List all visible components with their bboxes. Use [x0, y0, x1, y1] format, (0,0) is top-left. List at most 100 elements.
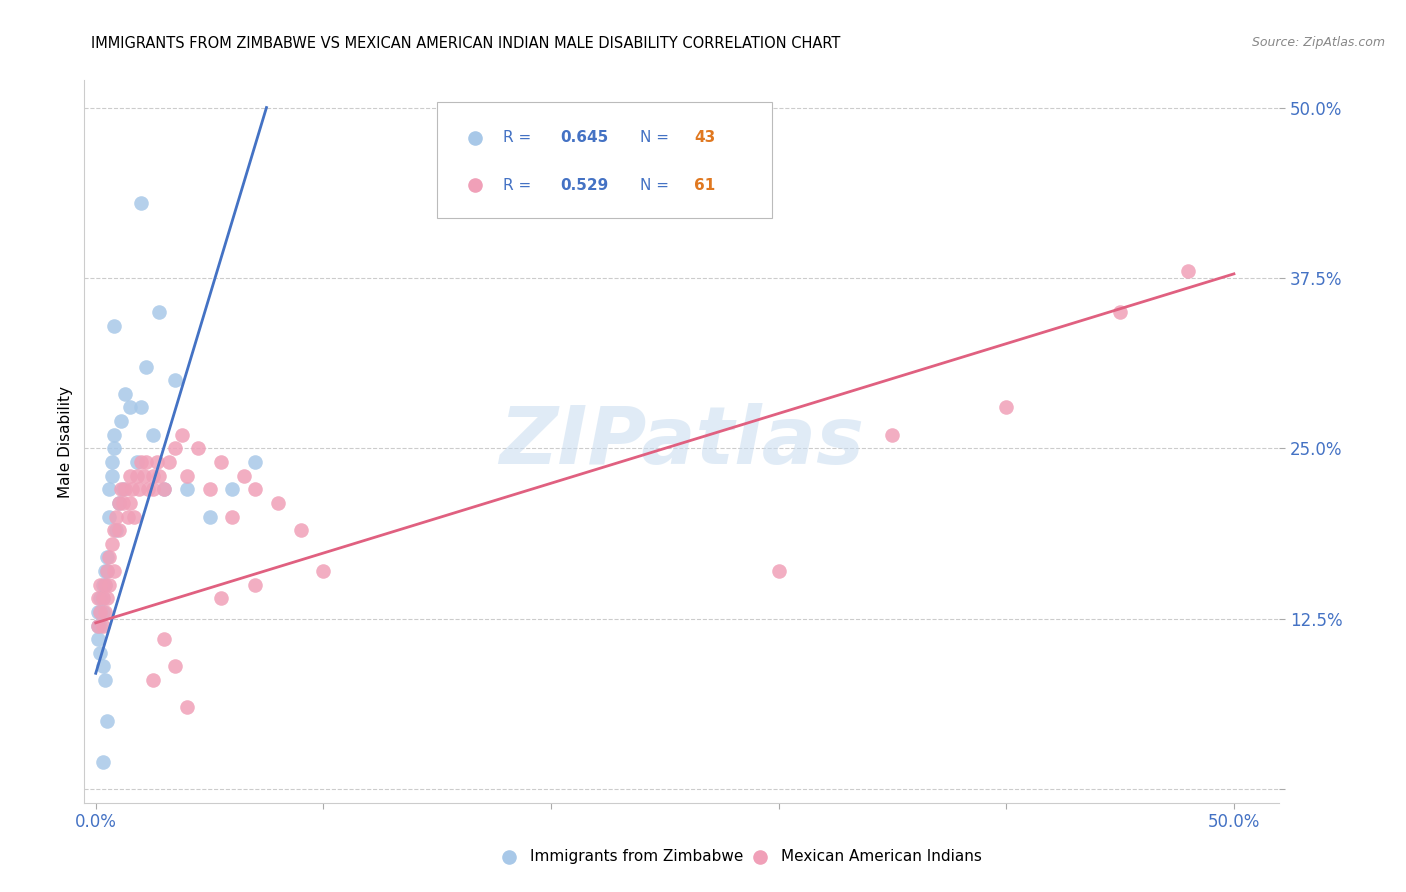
- Y-axis label: Male Disability: Male Disability: [58, 385, 73, 498]
- Point: [87, 618, 110, 632]
- Point: [91, 605, 114, 619]
- Point: [1371, 884, 1393, 892]
- Point: [96, 564, 118, 578]
- Point: [165, 659, 187, 673]
- Point: [995, 401, 1018, 415]
- Text: N =: N =: [640, 178, 673, 193]
- Point: [172, 427, 194, 442]
- Point: [96, 550, 118, 565]
- Point: [157, 455, 180, 469]
- Point: [121, 482, 143, 496]
- Point: [153, 482, 176, 496]
- Point: [103, 427, 125, 442]
- Point: [105, 523, 128, 537]
- Point: [198, 509, 221, 524]
- Point: [165, 373, 187, 387]
- Point: [89, 577, 111, 591]
- Point: [243, 482, 266, 496]
- Text: Source: ZipAtlas.com: Source: ZipAtlas.com: [1251, 36, 1385, 49]
- Point: [187, 442, 209, 456]
- Point: [94, 577, 117, 591]
- Point: [176, 468, 198, 483]
- Point: [98, 550, 121, 565]
- Point: [103, 318, 125, 333]
- Text: Mexican American Indians: Mexican American Indians: [782, 849, 981, 864]
- Text: 0.645: 0.645: [560, 130, 609, 145]
- Point: [221, 509, 243, 524]
- Point: [87, 618, 110, 632]
- Point: [94, 577, 117, 591]
- Point: [98, 482, 121, 496]
- Point: [100, 455, 122, 469]
- Point: [91, 577, 114, 591]
- Point: [893, 884, 915, 892]
- Point: [142, 673, 165, 687]
- Point: [153, 632, 176, 647]
- Point: [117, 509, 139, 524]
- Point: [153, 482, 176, 496]
- Text: 43: 43: [695, 130, 716, 145]
- Point: [98, 509, 121, 524]
- Point: [243, 577, 266, 591]
- Point: [118, 496, 141, 510]
- Point: [89, 591, 111, 606]
- Point: [221, 482, 243, 496]
- Point: [209, 591, 232, 606]
- Text: R =: R =: [503, 130, 536, 145]
- Point: [114, 387, 136, 401]
- Point: [96, 714, 118, 728]
- Point: [232, 468, 254, 483]
- Point: [112, 482, 135, 496]
- Point: [87, 605, 110, 619]
- Point: [114, 482, 136, 496]
- Point: [94, 605, 117, 619]
- Point: [290, 523, 312, 537]
- Point: [146, 455, 169, 469]
- Point: [128, 482, 150, 496]
- Point: [312, 564, 335, 578]
- Point: [89, 605, 111, 619]
- Point: [91, 755, 114, 769]
- Point: [1109, 305, 1132, 319]
- Point: [176, 700, 198, 714]
- Text: Immigrants from Zimbabwe: Immigrants from Zimbabwe: [530, 849, 744, 864]
- Point: [94, 564, 117, 578]
- Point: [125, 468, 148, 483]
- Point: [112, 496, 135, 510]
- Text: N =: N =: [640, 130, 673, 145]
- Point: [1177, 264, 1199, 278]
- Point: [96, 591, 118, 606]
- Point: [91, 618, 114, 632]
- Point: [135, 455, 157, 469]
- Point: [107, 523, 129, 537]
- Text: 61: 61: [695, 178, 716, 193]
- Point: [89, 646, 111, 660]
- Point: [103, 442, 125, 456]
- Point: [129, 455, 152, 469]
- Point: [148, 305, 170, 319]
- Point: [142, 482, 165, 496]
- Point: [136, 482, 159, 496]
- Point: [129, 401, 152, 415]
- Point: [91, 591, 114, 606]
- Point: [132, 468, 155, 483]
- Point: [142, 427, 165, 442]
- FancyBboxPatch shape: [437, 102, 772, 218]
- Text: IMMIGRANTS FROM ZIMBABWE VS MEXICAN AMERICAN INDIAN MALE DISABILITY CORRELATION : IMMIGRANTS FROM ZIMBABWE VS MEXICAN AMER…: [91, 36, 841, 51]
- Point: [100, 468, 122, 483]
- Text: R =: R =: [503, 178, 536, 193]
- Point: [87, 591, 110, 606]
- Point: [105, 509, 128, 524]
- Point: [148, 468, 170, 483]
- Point: [96, 564, 118, 578]
- Point: [176, 482, 198, 496]
- Point: [124, 509, 146, 524]
- Point: [87, 632, 110, 647]
- Point: [768, 564, 790, 578]
- Point: [91, 659, 114, 673]
- Point: [110, 414, 132, 428]
- Point: [243, 455, 266, 469]
- Text: ZIPatlas: ZIPatlas: [499, 402, 865, 481]
- Point: [98, 577, 121, 591]
- Point: [89, 618, 111, 632]
